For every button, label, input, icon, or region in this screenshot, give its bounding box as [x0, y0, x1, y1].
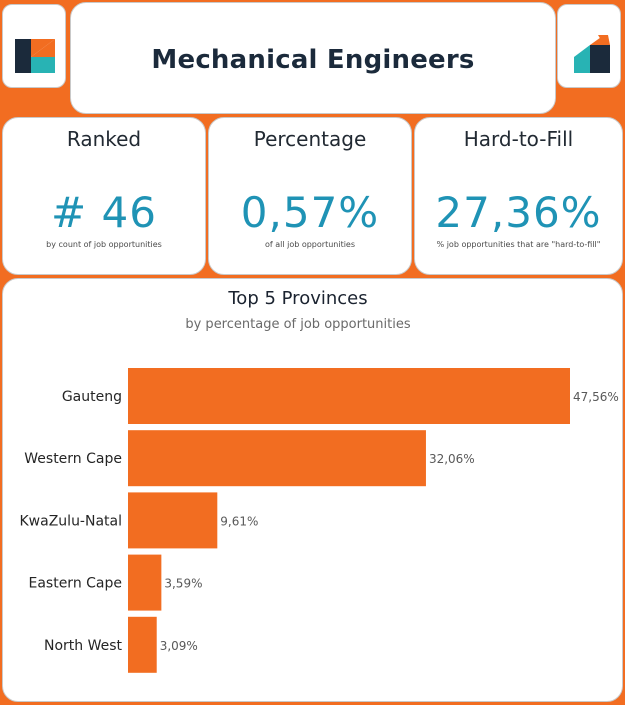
data-label: 32,06%: [429, 452, 475, 466]
brand-logo-icon: [15, 39, 55, 73]
bar-eastern-cape[interactable]: [128, 554, 162, 611]
kpi-label: Ranked: [66, 127, 142, 151]
brand-logo-right: [557, 4, 621, 88]
provinces-chart-card: Top 5 Provinces by percentage of job opp…: [2, 278, 623, 702]
data-label: 3,09%: [160, 639, 198, 653]
kpi-value: 0,57%: [240, 188, 380, 237]
kpi-subtitle: % job opportunities that are "hard-to-fi…: [436, 240, 601, 249]
header-card: Mechanical Engineers: [70, 2, 556, 114]
page-title: Mechanical Engineers: [151, 45, 475, 75]
kpi-value: # 46: [51, 188, 157, 237]
category-label: KwaZulu-Natal: [20, 513, 123, 529]
category-label: Eastern Cape: [28, 576, 122, 592]
kpi-subtitle: of all job opportunities: [264, 240, 356, 249]
bar-north-west[interactable]: [128, 616, 157, 673]
kpi-subtitle: by count of job opportunities: [46, 240, 162, 249]
data-label: 47,56%: [573, 390, 619, 404]
category-label: North West: [44, 638, 123, 654]
kpi-value: 27,36%: [435, 188, 602, 237]
kpi-card-hard-to-fill: Hard-to-Fill 27,36% % job opportunities …: [414, 117, 623, 275]
brand-logo-icon: [574, 35, 610, 73]
data-label: 9,61%: [220, 514, 258, 528]
category-label: Gauteng: [62, 389, 122, 405]
kpi-label: Percentage: [253, 127, 367, 151]
category-label: Western Cape: [24, 451, 122, 467]
bar-western-cape[interactable]: [128, 430, 426, 487]
brand-logo-left: [2, 4, 66, 88]
chart-subtitle: by percentage of job opportunities: [185, 317, 411, 332]
bar-kwazulu-natal[interactable]: [128, 492, 218, 549]
chart-title: Top 5 Provinces: [228, 288, 368, 309]
kpi-label: Hard-to-Fill: [463, 127, 574, 151]
kpi-card-ranked: Ranked # 46 by count of job opportunitie…: [2, 117, 206, 275]
bar-chart: Gauteng 47,56% Western Cape 32,06% KwaZulu-N…: [20, 368, 619, 673]
kpi-card-percentage: Percentage 0,57% of all job opportunitie…: [208, 117, 412, 275]
data-label: 3,59%: [164, 577, 202, 591]
bar-gauteng[interactable]: [128, 368, 570, 424]
